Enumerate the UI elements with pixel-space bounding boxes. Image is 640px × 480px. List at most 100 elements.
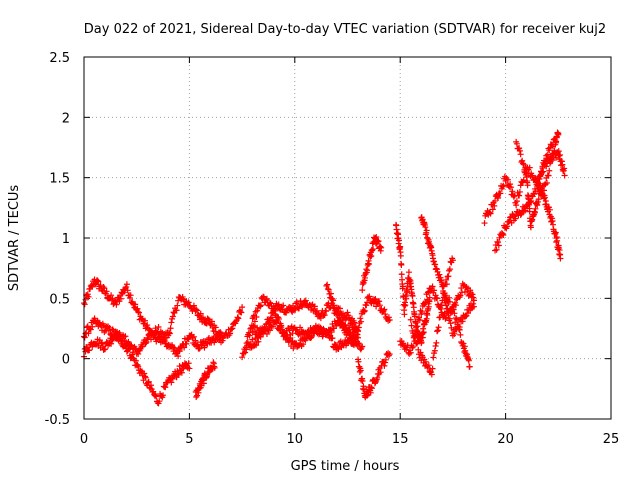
data-point: [438, 302, 445, 309]
data-point: [193, 306, 200, 313]
data-point: [242, 349, 249, 356]
data-point: [245, 329, 252, 336]
data-point: [456, 326, 463, 333]
data-point: [504, 223, 511, 230]
data-point: [450, 306, 457, 313]
data-point: [342, 321, 349, 328]
data-point: [102, 346, 109, 353]
data-point: [499, 183, 506, 190]
data-point: [359, 287, 366, 294]
data-point: [538, 169, 545, 176]
data-point: [175, 371, 182, 378]
data-point: [239, 354, 246, 361]
data-point: [376, 298, 383, 305]
data-point: [257, 303, 264, 310]
data-point: [160, 331, 167, 338]
series-track-10: [359, 233, 385, 294]
data-point: [150, 388, 157, 395]
data-point: [434, 327, 441, 334]
data-point: [403, 295, 410, 302]
data-point: [431, 287, 438, 294]
data-point: [541, 161, 548, 168]
data-point: [459, 318, 466, 325]
data-point: [363, 302, 370, 309]
data-point: [422, 299, 429, 306]
data-point: [355, 340, 362, 347]
data-point: [185, 299, 192, 306]
data-point: [218, 330, 225, 337]
x-tick-label: 15: [392, 432, 409, 447]
y-tick-label: 0: [62, 353, 70, 368]
y-tick-label: 1: [62, 232, 70, 247]
data-point: [407, 316, 414, 323]
data-point: [557, 255, 564, 262]
data-point: [516, 192, 523, 199]
data-point: [194, 392, 201, 399]
data-point: [297, 324, 304, 331]
data-point: [425, 362, 432, 369]
data-point: [419, 334, 426, 341]
data-point: [193, 307, 200, 314]
data-point: [455, 323, 462, 330]
data-point: [145, 378, 152, 385]
data-point: [500, 231, 507, 238]
data-point: [370, 246, 377, 253]
data-point: [312, 322, 319, 329]
data-point: [382, 356, 389, 363]
data-point: [386, 316, 393, 323]
data-point: [173, 307, 180, 314]
data-point: [455, 326, 462, 333]
series-track-11: [392, 221, 433, 347]
data-point: [445, 312, 452, 319]
data-point: [487, 210, 494, 217]
data-point: [196, 345, 203, 352]
data-point: [446, 294, 453, 301]
data-point: [551, 147, 558, 154]
data-point: [141, 320, 148, 327]
data-point: [535, 196, 542, 203]
data-point: [162, 384, 169, 391]
data-point: [139, 343, 146, 350]
x-tick-label: 0: [80, 432, 88, 447]
data-point: [419, 308, 426, 315]
data-point: [368, 252, 375, 259]
data-point: [123, 283, 130, 290]
data-point: [263, 295, 270, 302]
data-point: [414, 339, 421, 346]
data-point: [134, 305, 141, 312]
data-point: [516, 188, 523, 195]
data-point: [355, 334, 362, 341]
data-point: [336, 305, 343, 312]
data-point: [211, 339, 218, 346]
data-point: [489, 206, 496, 213]
data-point: [181, 344, 188, 351]
data-point: [178, 369, 185, 376]
data-point: [152, 392, 159, 399]
data-point: [424, 296, 431, 303]
data-point: [334, 308, 341, 315]
data-point: [166, 329, 173, 336]
data-point: [519, 160, 526, 167]
data-point: [167, 325, 174, 332]
data-point: [457, 292, 464, 299]
data-point: [324, 281, 331, 288]
x-tick-labels: 0 5 10 15 20 25: [80, 432, 619, 447]
data-point: [481, 220, 488, 227]
data-point: [509, 188, 516, 195]
data-point: [324, 285, 331, 292]
data-point: [446, 298, 453, 305]
data-point: [381, 306, 388, 313]
data-point: [470, 294, 477, 301]
data-point: [123, 281, 130, 288]
data-point: [205, 316, 212, 323]
data-point: [416, 314, 423, 321]
data-point: [142, 340, 149, 347]
data-point: [402, 302, 409, 309]
data-point: [141, 370, 148, 377]
data-point: [411, 313, 418, 320]
data-point: [169, 313, 176, 320]
data-point: [117, 331, 124, 338]
data-point: [95, 278, 102, 285]
data-point: [166, 330, 173, 337]
data-point: [156, 398, 163, 405]
